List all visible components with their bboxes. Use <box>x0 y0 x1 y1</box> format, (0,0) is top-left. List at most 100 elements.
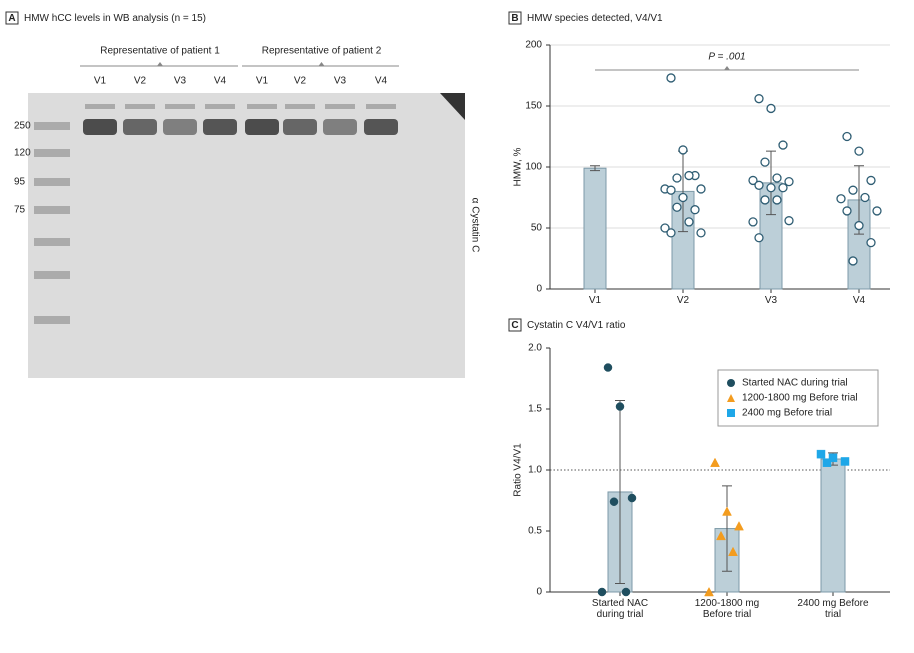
ladder-band <box>34 149 70 157</box>
lane-label: V4 <box>375 76 388 87</box>
point <box>660 223 670 233</box>
antibody-label: α Cystatin C <box>469 198 480 253</box>
point <box>672 173 682 183</box>
chart-title: HMW species detected, V4/V1 <box>527 13 663 24</box>
y-axis-label: Ratio V4/V1 <box>513 443 524 497</box>
point <box>822 458 832 467</box>
y-tick-label: 1.5 <box>528 404 542 415</box>
x-tick-label-box: 2400 mg Before trial <box>797 598 869 620</box>
group-bracket-tip <box>318 62 325 66</box>
point <box>778 140 788 150</box>
marker-label: 75 <box>14 205 26 216</box>
blot-band-faint <box>247 104 277 109</box>
point <box>854 220 864 231</box>
legend-label: 2400 mg Before trial <box>742 408 832 419</box>
blot-band-faint <box>325 104 355 109</box>
blot-band-faint <box>85 104 115 109</box>
x-tick-label-box: Started NAC during trial <box>591 598 649 620</box>
x-tick-label: 1200-1800 mg Before trial <box>694 598 760 620</box>
chart-title: Cystatin C V4/V1 ratio <box>527 320 626 331</box>
legend-marker <box>727 409 735 417</box>
y-tick-label: 1.0 <box>528 465 542 476</box>
point <box>754 94 764 104</box>
lane-label: V1 <box>256 76 269 87</box>
blot-band <box>83 119 117 135</box>
point <box>840 457 850 466</box>
point <box>860 192 870 203</box>
point <box>816 449 826 459</box>
point <box>684 170 694 181</box>
y-tick-label: 100 <box>525 162 542 173</box>
ladder-band <box>34 178 70 186</box>
point <box>828 453 838 463</box>
blot-band <box>364 119 398 135</box>
x-tick-label: Started NAC during trial <box>591 598 649 620</box>
point <box>772 195 782 205</box>
point <box>854 146 864 156</box>
panel-label-box <box>508 11 522 25</box>
point <box>621 587 631 597</box>
point <box>772 173 782 183</box>
point <box>666 228 676 238</box>
point <box>627 493 637 503</box>
ladder-band <box>34 316 70 324</box>
marker-label: 120 <box>14 148 31 159</box>
panel-title: HMW hCC levels in WB analysis (n = 15) <box>24 13 206 24</box>
y-tick-label: 2.0 <box>528 343 542 354</box>
group-bracket-tip <box>157 62 163 66</box>
point <box>754 233 764 243</box>
point <box>760 195 770 205</box>
y-tick-label: 0.5 <box>528 526 542 537</box>
lane-label: V1 <box>94 76 107 87</box>
y-tick-label: 200 <box>525 40 542 51</box>
legend-label: 1200-1800 mg Before trial <box>742 393 858 404</box>
x-tick-label-box: V4 <box>853 295 865 306</box>
x-tick-label: V1 <box>588 295 602 306</box>
point <box>842 131 852 142</box>
lane-label: V4 <box>214 76 227 87</box>
x-tick-label-box: V3 <box>764 295 778 306</box>
point <box>728 546 738 556</box>
blot-band <box>123 119 157 135</box>
panel-label: B <box>511 13 518 24</box>
y-tick-label: 0 <box>536 587 542 598</box>
error-bar <box>766 150 776 216</box>
ladder-band <box>34 238 70 246</box>
group-label: Representative of patient 2 <box>262 46 382 57</box>
bar <box>583 167 607 290</box>
x-tick-label-box: 1200-1800 mg Before trial <box>694 598 760 620</box>
bracket-tip <box>724 66 730 70</box>
x-tick-label-box: V1 <box>588 295 602 306</box>
group-label: Representative of patient 1 <box>100 46 220 57</box>
lane-label: V3 <box>334 76 347 87</box>
marker-label: 250 <box>14 121 31 132</box>
point <box>672 202 682 212</box>
point <box>710 457 720 467</box>
point <box>722 506 732 516</box>
bar <box>820 458 846 593</box>
point <box>836 194 846 204</box>
error-bar <box>722 485 732 572</box>
x-tick-label: V2 <box>676 295 690 306</box>
blot-band-faint <box>285 104 315 109</box>
point <box>597 587 607 597</box>
legend-marker <box>727 394 735 402</box>
point <box>848 185 858 195</box>
point <box>766 183 776 193</box>
ladder-band <box>34 122 70 130</box>
point <box>678 145 688 155</box>
lane-label: V2 <box>134 76 147 87</box>
point <box>696 228 706 238</box>
x-tick-label: 2400 mg Before trial <box>797 598 869 620</box>
ladder-band <box>34 271 70 279</box>
point <box>784 176 794 187</box>
panel-label: C <box>511 320 518 331</box>
point <box>666 73 676 83</box>
point <box>848 256 858 266</box>
x-tick-label: V3 <box>764 295 778 306</box>
marker-label: 95 <box>14 177 26 188</box>
point <box>784 216 794 226</box>
lane-label: V3 <box>174 76 187 87</box>
blot-band <box>163 119 197 135</box>
blot-band <box>245 119 279 135</box>
